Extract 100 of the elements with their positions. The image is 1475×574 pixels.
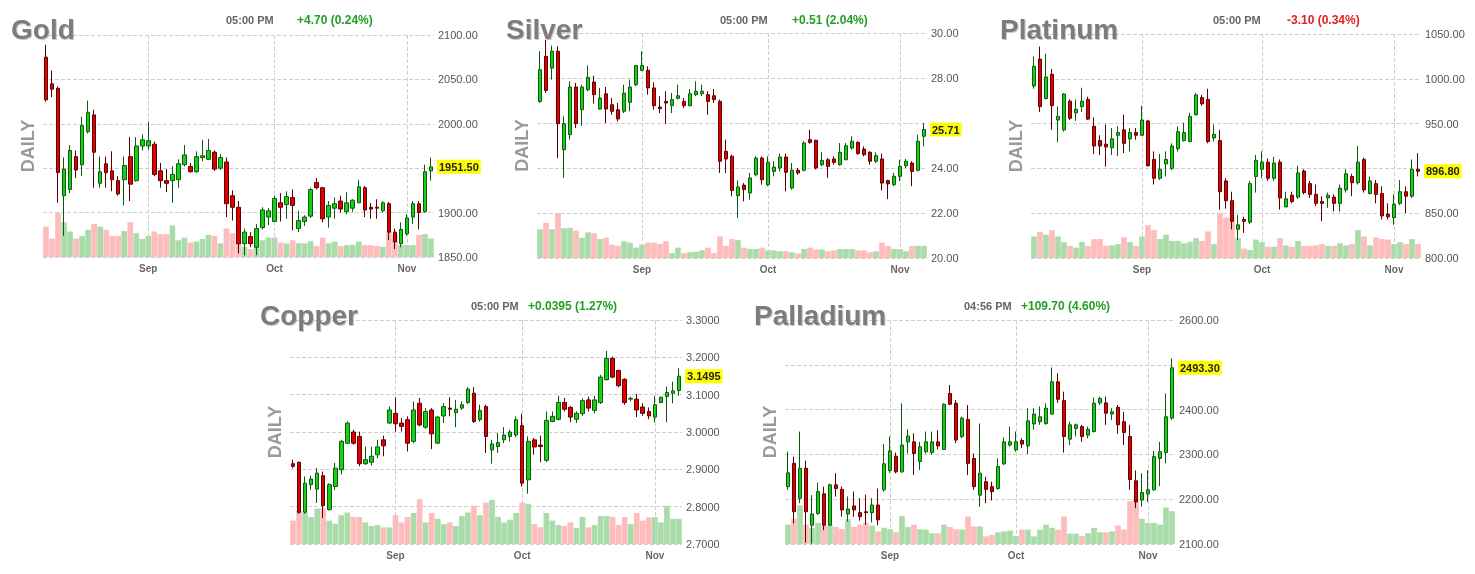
y-tick-label: 2.9000 [686,463,720,476]
candlestick [900,402,904,474]
y-tick-label: 2050.00 [438,73,478,86]
candlestick [1098,396,1102,406]
y-tick-label: 2000.00 [438,117,478,130]
candlestick [1128,424,1132,491]
candlestick [291,459,295,469]
candlestick [677,367,681,397]
candlestick [375,198,379,220]
x-tick-label: Sep [632,263,652,275]
candlestick [1086,96,1090,121]
candlestick [942,402,946,451]
candlestick [1218,129,1222,211]
bar [283,243,290,257]
candlestick [1044,402,1048,426]
candlestick [1254,154,1258,194]
x-tick-label: Nov [397,262,417,274]
candlestick [1068,421,1072,446]
bar [941,524,947,544]
x-tick-label: Sep [139,262,158,274]
candlestick [586,396,591,412]
bar [909,245,915,258]
candlestick [840,486,844,518]
candlestick [1176,125,1180,152]
candlestick [628,79,632,112]
candlestick [490,439,494,465]
candlestick [1164,392,1168,464]
candlestick [634,64,638,87]
candlestick [1362,157,1366,194]
candlestick [1158,153,1162,181]
bar [1271,246,1277,258]
candlestick [212,149,217,172]
bar [121,231,128,257]
bar [380,527,387,544]
candlestick [381,200,385,214]
candlestick [640,50,644,72]
bar [873,251,879,258]
bar [519,502,526,544]
candlestick [502,426,506,444]
bar [483,502,489,544]
candlestick [1110,407,1114,421]
candlestick [1260,150,1264,179]
candlestick [622,84,626,114]
x-tick-label: Nov [1138,549,1158,561]
candlestick [423,407,428,430]
candlestick [1098,134,1102,156]
bar [1031,236,1037,258]
candlestick [508,429,512,442]
candlestick [1116,125,1120,157]
candlestick [1266,158,1270,182]
candlestick [1278,158,1282,211]
bar [337,246,344,257]
candlestick [912,432,916,476]
annotation: 1951.50 [439,160,479,173]
candlestick [411,400,416,444]
y-tick-label: 800.00 [1425,252,1459,264]
candlestick [1356,145,1360,186]
text: DAILY [760,405,780,459]
candlestick [592,75,596,105]
bar [386,527,393,544]
candlestick [218,153,223,171]
candlestick [1410,158,1414,199]
candlestick [786,451,790,491]
candlestick [886,179,890,200]
candlestick [1350,173,1354,197]
candlestick [820,151,824,167]
candlestick [1344,168,1348,194]
candlestick [405,213,409,237]
candlestick [514,415,518,438]
bar [549,229,555,258]
bar [1355,230,1361,258]
candlestick [429,157,433,182]
candlestick [1158,441,1162,487]
bar [1109,531,1115,544]
candlestick [448,396,452,417]
candlestick [1332,193,1336,212]
y-tick-label: 1900.00 [438,206,478,219]
bar [1019,529,1025,544]
candlestick [1224,177,1228,210]
candlestick [730,154,734,197]
y-tick-label: 3.1000 [686,388,720,401]
candlestick [1308,180,1312,199]
candlestick [586,64,590,92]
x-tick-label: Oct [759,263,777,275]
chart-title: Platinum [1000,13,1119,45]
bar [1067,245,1073,258]
y-tick-label: 2.8000 [686,500,720,513]
bar [977,526,983,544]
bar [893,532,899,544]
x-tick-label: Oct [513,549,532,561]
annotation: 2493.30 [1180,361,1220,374]
bar [795,253,801,258]
bar [735,240,741,258]
text: +109.70 (4.60%) [1021,299,1111,313]
candlestick [1050,68,1054,131]
candlestick [369,202,373,220]
candlestick [1248,180,1252,225]
candlestick [478,404,482,423]
candlestick [1104,396,1108,426]
candlestick [1140,105,1144,137]
